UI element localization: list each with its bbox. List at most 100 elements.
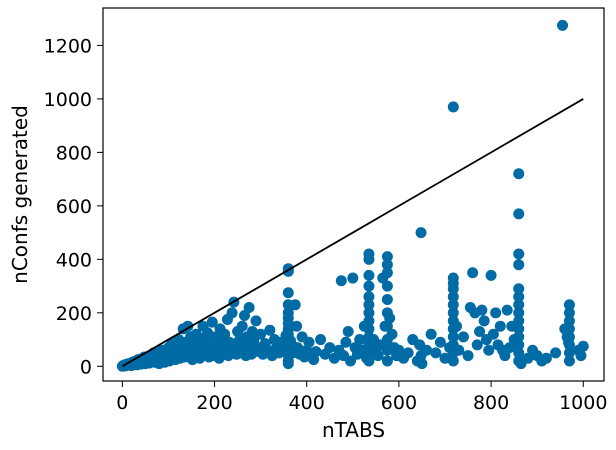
scatter-point-110	[239, 309, 250, 321]
scatter-point-214	[402, 347, 414, 359]
scatter-point-158	[303, 336, 315, 348]
scatter-point-257	[494, 320, 506, 332]
scatter-point-175	[354, 334, 366, 346]
scatter-point-99	[226, 307, 238, 319]
scatter-point-82	[206, 316, 218, 328]
scatter-point-162	[315, 334, 327, 346]
x-tick-label-200: 200	[196, 392, 232, 414]
scatter-point-242	[457, 331, 469, 343]
scatter-point-239	[447, 355, 459, 367]
scatter-point-231	[447, 291, 459, 303]
scatter-point-240	[451, 320, 463, 332]
scatter-point-180	[363, 253, 375, 265]
scatter-point-250	[478, 315, 490, 327]
scatter-point-296	[563, 355, 575, 367]
scatter-point-202	[381, 293, 393, 305]
scatter-point-249	[476, 304, 488, 316]
scatter-point-209	[386, 328, 398, 340]
scatter-point-114	[243, 301, 255, 313]
scatter-point-292	[563, 323, 575, 335]
scatter-point-225	[439, 352, 451, 364]
scatter-point-170	[342, 326, 354, 338]
scatter-point-187	[363, 323, 375, 335]
scatter-point-293	[563, 331, 575, 343]
scatter-point-266	[513, 248, 525, 260]
scatter-point-223	[430, 347, 442, 359]
x-axis-label: nTABS	[322, 418, 385, 442]
scatter-point-276	[513, 347, 525, 359]
scatter-point-247	[471, 339, 483, 351]
scatter-point-271	[513, 307, 525, 319]
scatter-point-181	[363, 269, 375, 281]
scatter-point-93	[219, 328, 231, 340]
reference-line-layer	[121, 98, 584, 368]
scatter-point-186	[363, 315, 375, 327]
scatter-point-265	[513, 208, 525, 220]
scatter-point-212	[393, 344, 405, 356]
scatter-point-236	[447, 331, 459, 343]
scatter-point-183	[363, 291, 375, 303]
scatter-point-172	[347, 272, 359, 284]
scatter-point-161	[310, 346, 322, 358]
scatter-point-148	[282, 358, 294, 370]
scatter-point-171	[345, 355, 356, 367]
scatter-point-201	[381, 280, 393, 292]
scatter-point-260	[501, 304, 513, 316]
scatter-point-295	[563, 347, 575, 359]
scatter-point-222	[425, 328, 437, 340]
scatter-point-272	[513, 315, 525, 327]
scatter-point-165	[328, 352, 340, 364]
scatter-point-232	[447, 299, 459, 311]
scatter-point-299	[577, 340, 589, 352]
scatter-point-274	[513, 331, 525, 343]
scatter-point-294	[563, 339, 575, 351]
scatter-point-291	[563, 315, 575, 327]
y-tick-label-800: 800	[56, 142, 92, 164]
scatter-point-126	[264, 324, 276, 336]
scatter-point-284	[550, 347, 562, 359]
scatter-point-298	[575, 350, 587, 362]
scatter-point-289	[563, 299, 575, 311]
scatter-point-270	[513, 299, 525, 311]
scatter-point-230	[447, 283, 459, 295]
scatter-point-208	[384, 312, 396, 324]
y-tick-label-1000: 1000	[44, 89, 92, 111]
scatter-point-199	[381, 259, 393, 271]
scatter-point-255	[490, 307, 502, 319]
scatter-point-261	[504, 342, 516, 354]
plot-frame	[102, 7, 605, 382]
scatter-point-253	[485, 269, 497, 281]
scatter-point-259	[499, 350, 511, 362]
scatter-point-243	[462, 350, 474, 362]
y-tick-label-600: 600	[56, 196, 92, 218]
scatter-point-182	[363, 280, 375, 292]
scatter-point-233	[447, 307, 459, 319]
scatter-point-218	[415, 227, 427, 239]
scatter-point-136	[282, 287, 294, 299]
scatter-point-184	[363, 299, 375, 311]
x-tick-label-400: 400	[289, 392, 325, 414]
scatter-point-273	[513, 323, 525, 335]
scatter-point-285	[557, 19, 569, 31]
scatter-point-167	[335, 275, 347, 287]
scatter-point-241	[453, 344, 465, 356]
scatter-point-151	[289, 299, 301, 311]
scatter-point-169	[340, 336, 352, 348]
scatter-point-283	[540, 352, 552, 364]
scatter-point-220	[416, 358, 428, 370]
scatter-point-275	[513, 339, 525, 351]
y-tick-label-1200: 1200	[44, 35, 92, 57]
x-tick-label-0: 0	[116, 392, 128, 414]
scatter-point-194	[372, 350, 384, 362]
scatter-point-254	[487, 328, 499, 340]
scatter-point-221	[421, 344, 433, 356]
y-tick-label-0: 0	[80, 356, 92, 378]
scatter-point-252	[483, 344, 495, 356]
scatter-point-207	[381, 355, 393, 367]
x-axis-ticks: 0 200 400 600 800 1000	[116, 381, 607, 414]
scatter-point-152	[291, 320, 303, 332]
scatter-point-264	[513, 168, 525, 180]
scatter-point-268	[513, 283, 525, 295]
